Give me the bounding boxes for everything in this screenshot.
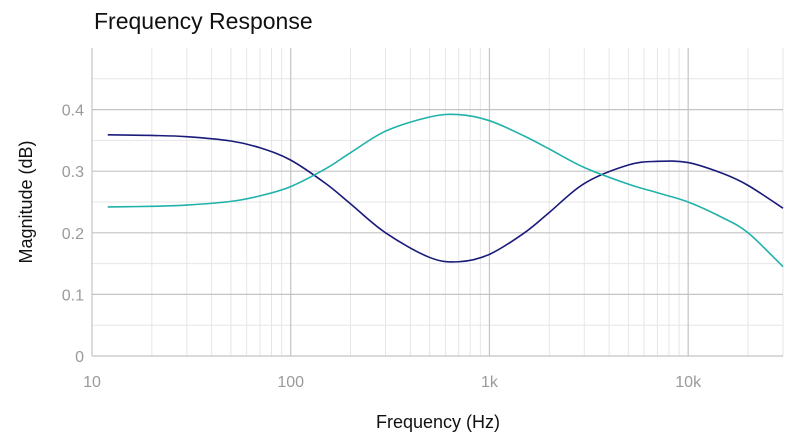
y-tick-label: 0.4 bbox=[62, 103, 84, 120]
y-tick-label: 0.3 bbox=[62, 164, 84, 181]
series-layer bbox=[107, 113, 784, 268]
series-line-2 bbox=[107, 113, 784, 268]
y-tick-label: 0.2 bbox=[62, 226, 84, 243]
x-axis-label: Frequency (Hz) bbox=[376, 412, 500, 432]
y-axis-label: Magnitude (dB) bbox=[16, 140, 36, 263]
tick-labels: 10 100 1k 10k 0 0.1 0.2 0.3 0.4 bbox=[62, 103, 702, 391]
x-tick-label: 10 bbox=[83, 374, 101, 391]
x-tick-label: 100 bbox=[277, 374, 304, 391]
minor-gridlines bbox=[92, 48, 784, 356]
major-gridlines bbox=[91, 48, 783, 357]
series-line-1 bbox=[107, 134, 784, 263]
x-tick-label: 1k bbox=[481, 374, 499, 391]
chart-title: Frequency Response bbox=[94, 8, 313, 34]
y-tick-label: 0 bbox=[75, 349, 84, 366]
x-tick-label: 10k bbox=[675, 374, 702, 391]
y-tick-label: 0.1 bbox=[62, 287, 84, 304]
